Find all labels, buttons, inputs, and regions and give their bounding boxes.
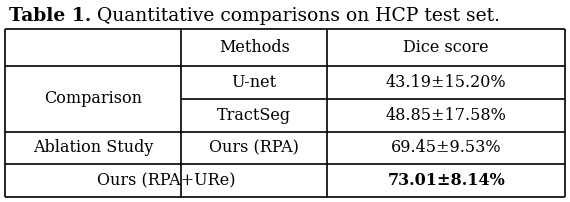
Text: Comparison: Comparison xyxy=(44,90,142,107)
Text: Table 1.: Table 1. xyxy=(9,7,91,25)
Text: Dice score: Dice score xyxy=(404,39,489,56)
Text: Methods: Methods xyxy=(219,39,290,56)
Text: Quantitative comparisons on HCP test set.: Quantitative comparisons on HCP test set… xyxy=(91,7,500,25)
Text: TractSeg: TractSeg xyxy=(217,107,291,124)
Text: 73.01±8.14%: 73.01±8.14% xyxy=(388,172,505,189)
Text: U-net: U-net xyxy=(231,74,276,91)
Text: Ours (RPA+URe): Ours (RPA+URe) xyxy=(96,172,235,189)
Text: Ours (RPA): Ours (RPA) xyxy=(209,139,299,156)
Text: Ablation Study: Ablation Study xyxy=(32,139,153,156)
Text: 69.45±9.53%: 69.45±9.53% xyxy=(391,139,502,156)
Text: 48.85±17.58%: 48.85±17.58% xyxy=(386,107,507,124)
Text: 43.19±15.20%: 43.19±15.20% xyxy=(386,74,507,91)
